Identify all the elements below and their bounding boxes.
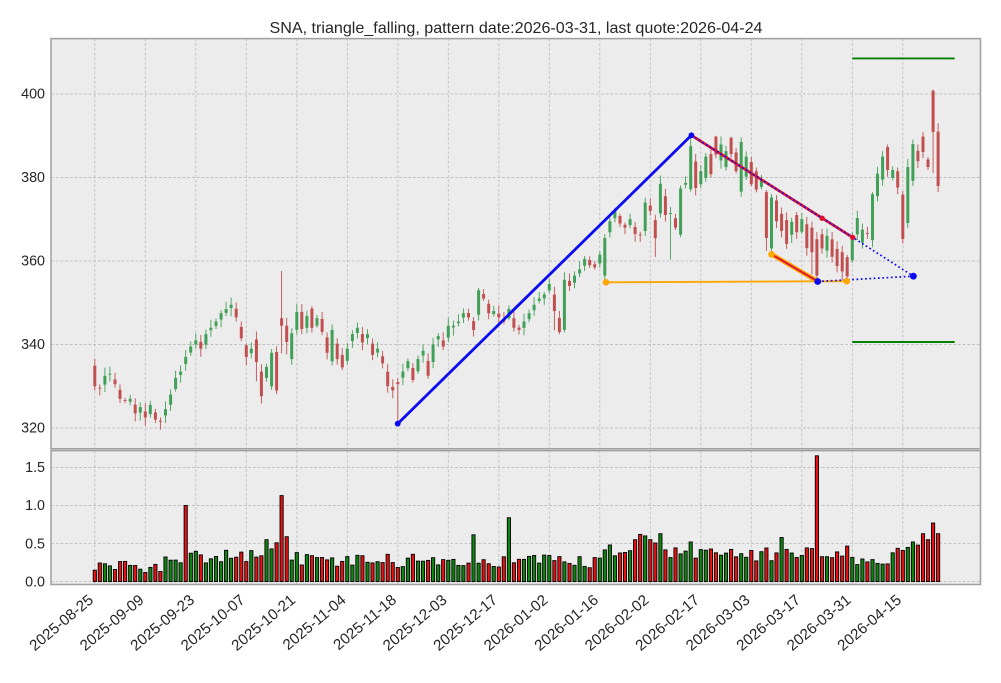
svg-text:400: 400 [21,87,45,103]
svg-text:0.5: 0.5 [25,536,45,552]
svg-text:1.5: 1.5 [25,460,45,476]
svg-text:0.0: 0.0 [25,574,45,590]
svg-text:320: 320 [21,421,45,437]
svg-text:340: 340 [21,337,45,353]
svg-text:380: 380 [21,170,45,186]
svg-text:1.0: 1.0 [25,498,45,514]
svg-text:SNA, triangle_falling, pattern: SNA, triangle_falling, pattern date:2026… [270,19,763,37]
svg-text:360: 360 [21,254,45,270]
